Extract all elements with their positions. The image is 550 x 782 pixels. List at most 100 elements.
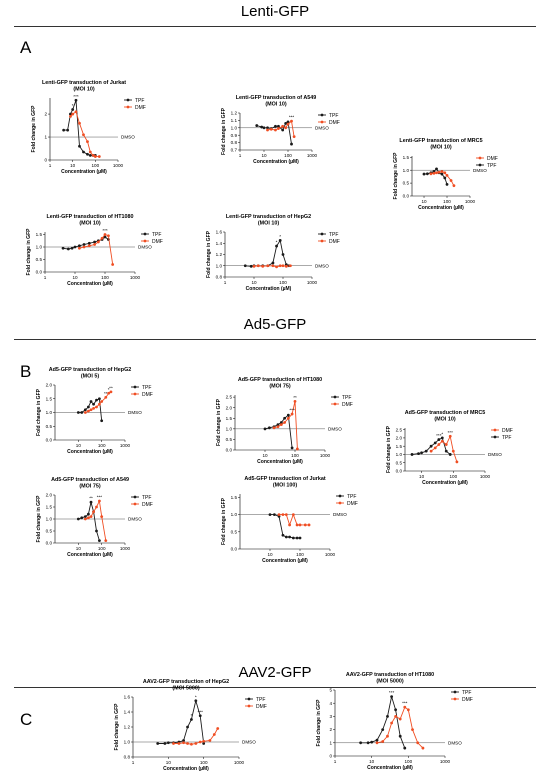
significance-mark: * <box>441 431 443 436</box>
data-point-dmf <box>103 233 107 236</box>
x-tick-label: 100 <box>101 275 109 280</box>
panel-letter-b: B <box>20 362 32 381</box>
dmso-label: DMSO <box>315 263 329 268</box>
data-point-dmf <box>278 264 282 268</box>
data-point-tpf <box>291 536 295 540</box>
data-point-dmf <box>298 523 302 527</box>
y-tick-label: 1.0 <box>403 168 410 173</box>
x-tick-label: 1000 <box>307 153 318 158</box>
data-point-tpf <box>443 176 447 180</box>
y-tick-label: 0.0 <box>36 270 43 275</box>
significance-mark: ** <box>104 391 108 396</box>
legend-marker-dmf <box>320 239 324 243</box>
series-line-tpf <box>256 121 292 145</box>
data-point-tpf <box>359 741 363 745</box>
legend-marker-dmf <box>453 697 457 701</box>
y-tick-label: 2.0 <box>46 383 53 388</box>
data-point-dmf <box>86 516 90 520</box>
dmso-label: DMSO <box>128 410 142 415</box>
data-point-tpf <box>74 98 78 102</box>
significance-mark: *** <box>198 709 204 714</box>
y-tick-label: 1.5 <box>403 155 410 160</box>
x-tick-label: 10 <box>419 474 425 479</box>
data-point-tpf <box>89 400 93 403</box>
data-point-tpf <box>290 142 293 146</box>
y-tick-label: 0.0 <box>46 438 53 443</box>
y-tick-label: 1.1 <box>231 118 238 123</box>
y-axis-label: Fold change in GFP <box>386 425 392 473</box>
data-point-tpf <box>71 108 75 111</box>
data-point-tpf <box>266 126 269 130</box>
data-point-dmf <box>109 390 113 394</box>
chart-title: Ad5-GFP transduction of HT1080 <box>238 377 322 383</box>
data-point-tpf <box>76 517 80 521</box>
significance-mark: *** <box>448 430 454 435</box>
y-tick-label: 0.0 <box>231 547 238 552</box>
y-axis-label: Fold change in GFP <box>221 497 227 545</box>
data-point-dmf <box>88 150 92 154</box>
y-tick-label: 1.0 <box>216 263 223 268</box>
data-point-dmf <box>89 408 93 412</box>
y-tick-label: 2.5 <box>396 427 403 432</box>
data-point-dmf <box>394 715 398 718</box>
legend-label-dmf: DMF <box>487 156 498 162</box>
y-tick-label: 1.6 <box>124 695 131 700</box>
chart-0: Lenti-GFP transduction of Jurkat(MOI 10)… <box>31 80 146 175</box>
data-point-dmf <box>275 265 278 269</box>
data-point-tpf <box>76 411 80 414</box>
chart-title: (MOI 100) <box>273 483 297 489</box>
dmso-label: DMSO <box>121 135 135 140</box>
data-point-tpf <box>66 247 70 251</box>
data-point-dmf <box>429 172 433 176</box>
y-axis-label: Fold change in GFP <box>114 703 120 751</box>
data-point-tpf <box>394 708 398 712</box>
y-tick-label: 1.5 <box>226 416 233 421</box>
data-point-dmf <box>107 234 110 238</box>
data-point-tpf <box>61 246 65 250</box>
x-tick-label: 100 <box>91 163 99 168</box>
data-point-dmf <box>92 510 95 514</box>
data-point-dmf <box>216 727 220 730</box>
series-line-tpf <box>411 437 451 455</box>
y-axis-label: Fold change in GFP <box>216 398 222 446</box>
y-tick-label: 1.0 <box>46 517 53 522</box>
data-point-dmf <box>403 705 407 709</box>
x-tick-label: 1 <box>224 280 227 285</box>
data-point-dmf <box>375 741 379 745</box>
legend-marker-tpf <box>453 690 457 694</box>
series-line-tpf <box>270 514 300 539</box>
series-line-dmf <box>70 111 100 158</box>
chart-title: (MOI 10) <box>434 417 455 423</box>
y-tick-label: 0.0 <box>396 469 403 474</box>
data-point-tpf <box>290 446 294 450</box>
data-point-dmf <box>82 245 86 249</box>
data-point-tpf <box>435 167 438 171</box>
data-point-tpf <box>86 512 90 516</box>
dmso-label: DMSO <box>448 740 462 745</box>
data-point-dmf <box>107 391 111 395</box>
data-point-dmf <box>182 741 185 745</box>
legend-marker-dmf <box>320 120 324 124</box>
data-point-tpf <box>86 152 89 156</box>
data-point-dmf <box>190 742 193 746</box>
x-tick-label: 10 <box>421 199 427 204</box>
x-axis-label: Concentration (µM) <box>257 459 303 465</box>
data-point-tpf <box>255 124 259 127</box>
legend-marker-tpf <box>133 495 137 499</box>
data-point-dmf <box>448 434 452 438</box>
data-point-dmf <box>281 124 285 128</box>
x-axis-label: Concentration (µM) <box>67 552 113 558</box>
data-point-tpf <box>444 449 448 453</box>
chart-title: Lenti-GFP transduction of Jurkat <box>42 80 126 86</box>
data-point-dmf <box>86 409 90 413</box>
x-tick-label: 1 <box>132 760 135 765</box>
data-point-dmf <box>295 523 299 527</box>
legend-label-tpf: TPF <box>342 395 351 401</box>
data-point-dmf <box>86 140 89 144</box>
chart-title: (MOI 10) <box>258 221 279 227</box>
data-point-tpf <box>186 725 189 729</box>
significance-mark: *** <box>289 408 295 413</box>
x-tick-label: 100 <box>291 453 299 458</box>
legend-label-tpf: TPF <box>487 163 496 169</box>
x-tick-label: 10 <box>267 552 273 557</box>
